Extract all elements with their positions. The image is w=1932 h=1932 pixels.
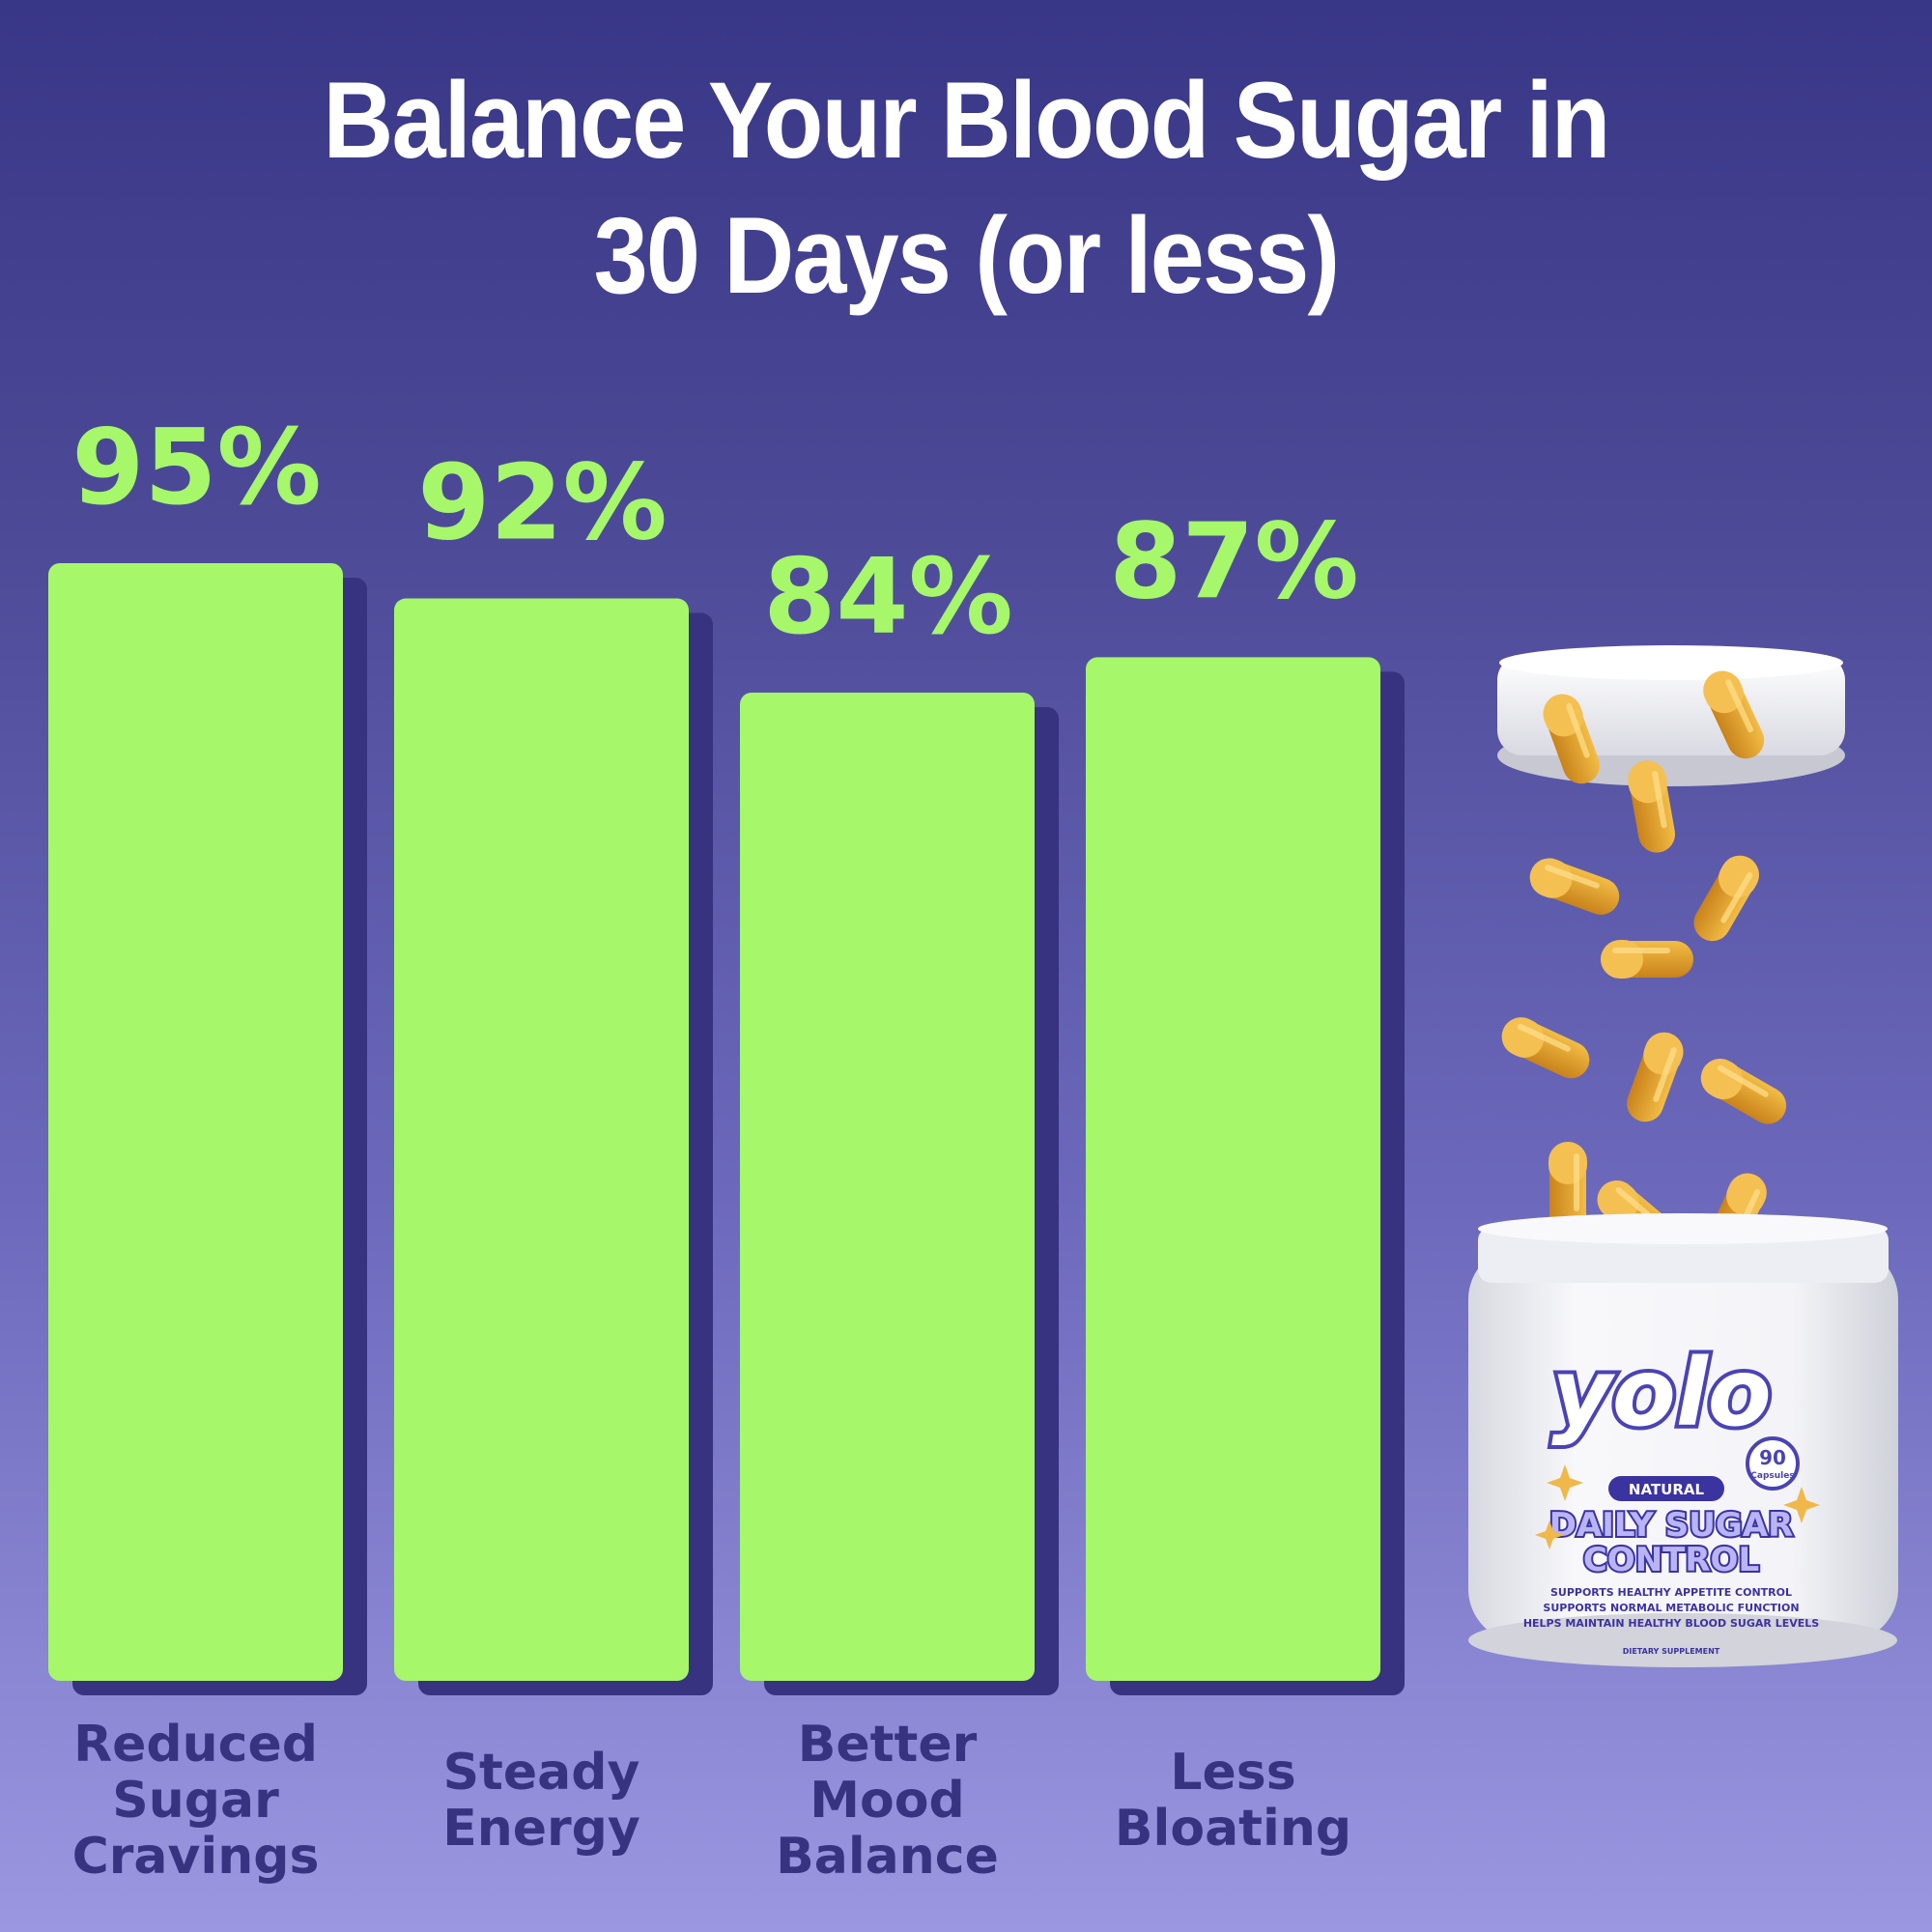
- sparkle-icon: [1547, 1464, 1583, 1501]
- capsule-icon: [1548, 1142, 1587, 1235]
- capsule-unit: Capsules: [1750, 1471, 1794, 1481]
- capsule-icon: [1601, 940, 1693, 979]
- capsule-icon: [1543, 694, 1600, 784]
- capsule-icon: [1700, 1059, 1787, 1124]
- category-label: Sugar: [112, 1772, 279, 1830]
- capsule-icon: [1693, 855, 1759, 942]
- capsule-icon: [1501, 1017, 1590, 1079]
- bar-4: [1086, 657, 1380, 1681]
- category-label: Balance: [776, 1828, 999, 1886]
- dietary-supplement-label: DIETARY SUPPLEMENT: [1623, 1647, 1720, 1656]
- title-line-2: 30 Days (or less): [593, 195, 1340, 316]
- bar-2: [394, 598, 689, 1681]
- category-label: Reduced: [73, 1716, 318, 1774]
- category-label: Energy: [442, 1800, 640, 1858]
- product-name-line-1: DAILY SUGAR: [1549, 1506, 1794, 1545]
- bar-1: [48, 563, 343, 1681]
- category-label: Mood: [810, 1772, 964, 1830]
- capsule-icon: [1703, 670, 1765, 759]
- jar-label: yolo 90 Capsules NATURAL DAILY SUGAR CON…: [1523, 1335, 1820, 1656]
- jar-body: [1468, 1213, 1898, 1667]
- category-label: Better: [798, 1716, 978, 1774]
- sparkle-icon: [1535, 1520, 1564, 1549]
- sparkle-icon: [1783, 1487, 1820, 1523]
- capsule-icon: [1628, 760, 1676, 853]
- title-line-1: Balance Your Blood Sugar in: [323, 60, 1610, 181]
- claim-2: SUPPORTS NORMAL METABOLIC FUNCTION: [1543, 1602, 1799, 1614]
- category-label: Bloating: [1115, 1800, 1351, 1858]
- capsule-icon: [1529, 858, 1620, 915]
- value-label: 95%: [71, 408, 322, 528]
- claim-3: HELPS MAINTAIN HEALTHY BLOOD SUGAR LEVEL…: [1523, 1617, 1819, 1630]
- chart-title: Balance Your Blood Sugar in 30 Days (or …: [97, 53, 1835, 324]
- category-label: Cravings: [72, 1828, 320, 1886]
- brand-logo: yolo: [1551, 1339, 1771, 1447]
- value-label: 92%: [417, 443, 668, 564]
- capsule-count: 90: [1759, 1446, 1786, 1469]
- value-label: 84%: [763, 537, 1013, 658]
- value-label: 87%: [1109, 501, 1359, 622]
- category-label: Less: [1170, 1744, 1295, 1802]
- natural-badge: NATURAL: [1629, 1481, 1705, 1498]
- supplement-jar-icon: yolo 90 Capsules NATURAL DAILY SUGAR CON…: [1468, 645, 1898, 1667]
- category-label: Steady: [443, 1744, 640, 1802]
- claim-1: SUPPORTS HEALTHY APPETITE CONTROL: [1550, 1586, 1792, 1599]
- capsule-icon: [1627, 1032, 1684, 1122]
- product-name-line-2: CONTROL: [1583, 1541, 1759, 1579]
- bar-3: [740, 692, 1035, 1681]
